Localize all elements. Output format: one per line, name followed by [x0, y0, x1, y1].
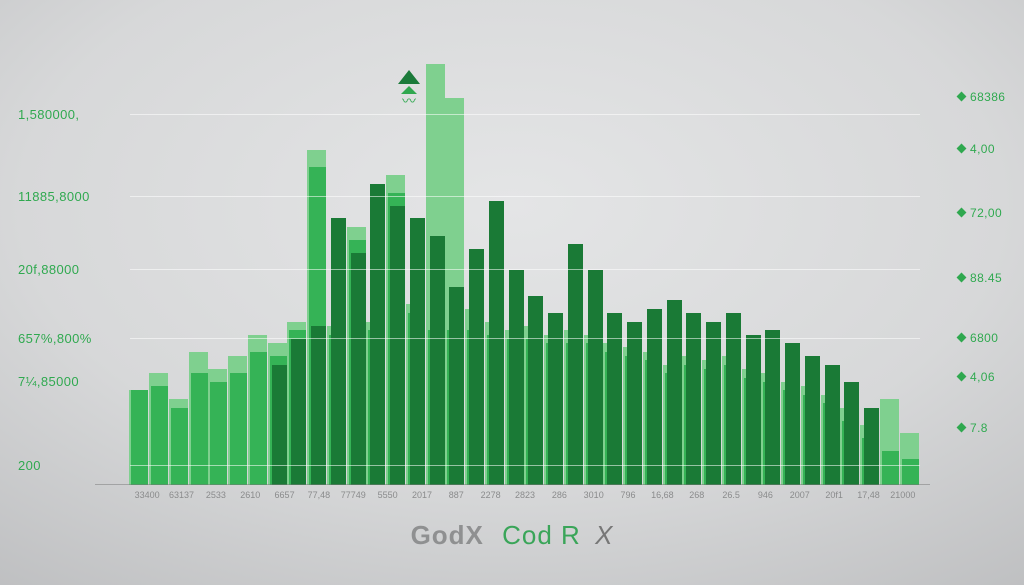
diamond-marker-icon [957, 272, 967, 282]
x-baseline [95, 484, 930, 485]
diamond-marker-icon [957, 423, 967, 433]
x-tick: 21000 [890, 490, 915, 500]
y-tick-left: 1,580000, [18, 107, 123, 122]
x-tick: 2823 [515, 490, 535, 500]
bar-segment-front [647, 309, 662, 485]
bar-segment-front [509, 270, 524, 485]
bar-segment-front [844, 382, 859, 485]
gridline [130, 269, 920, 270]
bar-segment-front [331, 218, 346, 485]
bar-segment-mid [882, 451, 899, 485]
y-tick-right: 68386 [958, 90, 1018, 104]
y-tick-right: 6800 [958, 331, 1018, 345]
gridline [130, 465, 920, 466]
x-tick: 6657 [275, 490, 295, 500]
y-tick-right: 7.8 [958, 421, 1018, 435]
x-tick: 2278 [481, 490, 501, 500]
bar-segment-front [627, 322, 642, 485]
bar-segment-mid [171, 408, 188, 485]
bar-segment-front [291, 339, 306, 485]
x-tick: 2533 [206, 490, 226, 500]
bar-segment-front [311, 326, 326, 485]
bar-segment-front [430, 236, 445, 485]
bar-segment-front [825, 365, 840, 485]
x-tick: 26.5 [722, 490, 740, 500]
bar-segment-front [588, 270, 603, 485]
x-tick: 77749 [341, 490, 366, 500]
bar-container [130, 55, 920, 485]
x-tick: 77,48 [308, 490, 331, 500]
x-tick: 796 [621, 490, 636, 500]
bar-segment-front [864, 408, 879, 485]
bar-segment-front [746, 335, 761, 486]
x-tick: 286 [552, 490, 567, 500]
y-tick-right: 88.45 [958, 271, 1018, 285]
bar-segment-front [568, 244, 583, 485]
gridline [130, 114, 920, 115]
chart-plot-area [130, 55, 920, 485]
x-tick: 5550 [378, 490, 398, 500]
x-tick: 2610 [240, 490, 260, 500]
bar-segment-front [667, 300, 682, 485]
x-tick: 63137 [169, 490, 194, 500]
bar-segment-front [706, 322, 721, 485]
bar-segment-front [469, 249, 484, 486]
x-tick: 2017 [412, 490, 432, 500]
x-tick: 946 [758, 490, 773, 500]
diamond-marker-icon [957, 332, 967, 342]
x-tick: 17,48 [857, 490, 880, 500]
bar-segment-mid [151, 386, 168, 485]
diamond-marker-icon [957, 371, 967, 381]
trend-up-icon: 〰 [395, 70, 423, 106]
y-tick-left: 11885,8000 [18, 189, 123, 204]
x-tick: 887 [449, 490, 464, 500]
x-tick: 33400 [135, 490, 160, 500]
bar-segment-mid [191, 373, 208, 485]
x-tick: 3010 [584, 490, 604, 500]
diamond-marker-icon [957, 208, 967, 218]
bar-segment-front [449, 287, 464, 485]
brand-label: GodX Cod R X [0, 520, 1024, 551]
y-tick-left: 200 [18, 458, 123, 473]
x-axis: 33400 63137 2533 2610 6657 77,48 77749 5550 2017… [130, 490, 920, 508]
brand-part3: X [595, 520, 613, 550]
y-tick-right: 4,00 [958, 142, 1018, 156]
diamond-marker-icon [957, 92, 967, 102]
chart-stage: 1,580000, 11885,8000 20f,88000 657%,800% 7¼,… [0, 0, 1024, 585]
y-tick-right: 4,06 [958, 370, 1018, 384]
bar-segment-front [272, 365, 287, 485]
bar-segment-front [370, 184, 385, 485]
y-tick-left: 20f,88000 [18, 262, 123, 277]
diamond-marker-icon [957, 143, 967, 153]
bar-segment-front [390, 206, 405, 486]
bar-segment-mid [902, 459, 919, 485]
bar-segment-mid [131, 390, 148, 485]
y-tick-left: 657%,800% [18, 331, 123, 346]
y-tick-left: 7¼,85000 [18, 374, 123, 389]
y-tick-right: 72,00 [958, 206, 1018, 220]
brand-part1: GodX [411, 520, 484, 550]
bar-segment-front [351, 253, 366, 485]
bar-segment-mid [230, 373, 247, 485]
x-tick: 268 [689, 490, 704, 500]
x-tick: 16,68 [651, 490, 674, 500]
bar-segment-front [410, 218, 425, 485]
x-tick: 2007 [790, 490, 810, 500]
bar-segment-front [765, 330, 780, 485]
bar-segment-front [489, 201, 504, 485]
x-tick: 20f1 [825, 490, 843, 500]
triangle-up-icon [398, 70, 420, 84]
gridline [130, 196, 920, 197]
bar-segment-mid [210, 382, 227, 485]
bar-segment-front [528, 296, 543, 485]
wave-icon: 〰 [395, 96, 423, 106]
brand-part2: Cod R [502, 520, 581, 550]
gridline [130, 338, 920, 339]
